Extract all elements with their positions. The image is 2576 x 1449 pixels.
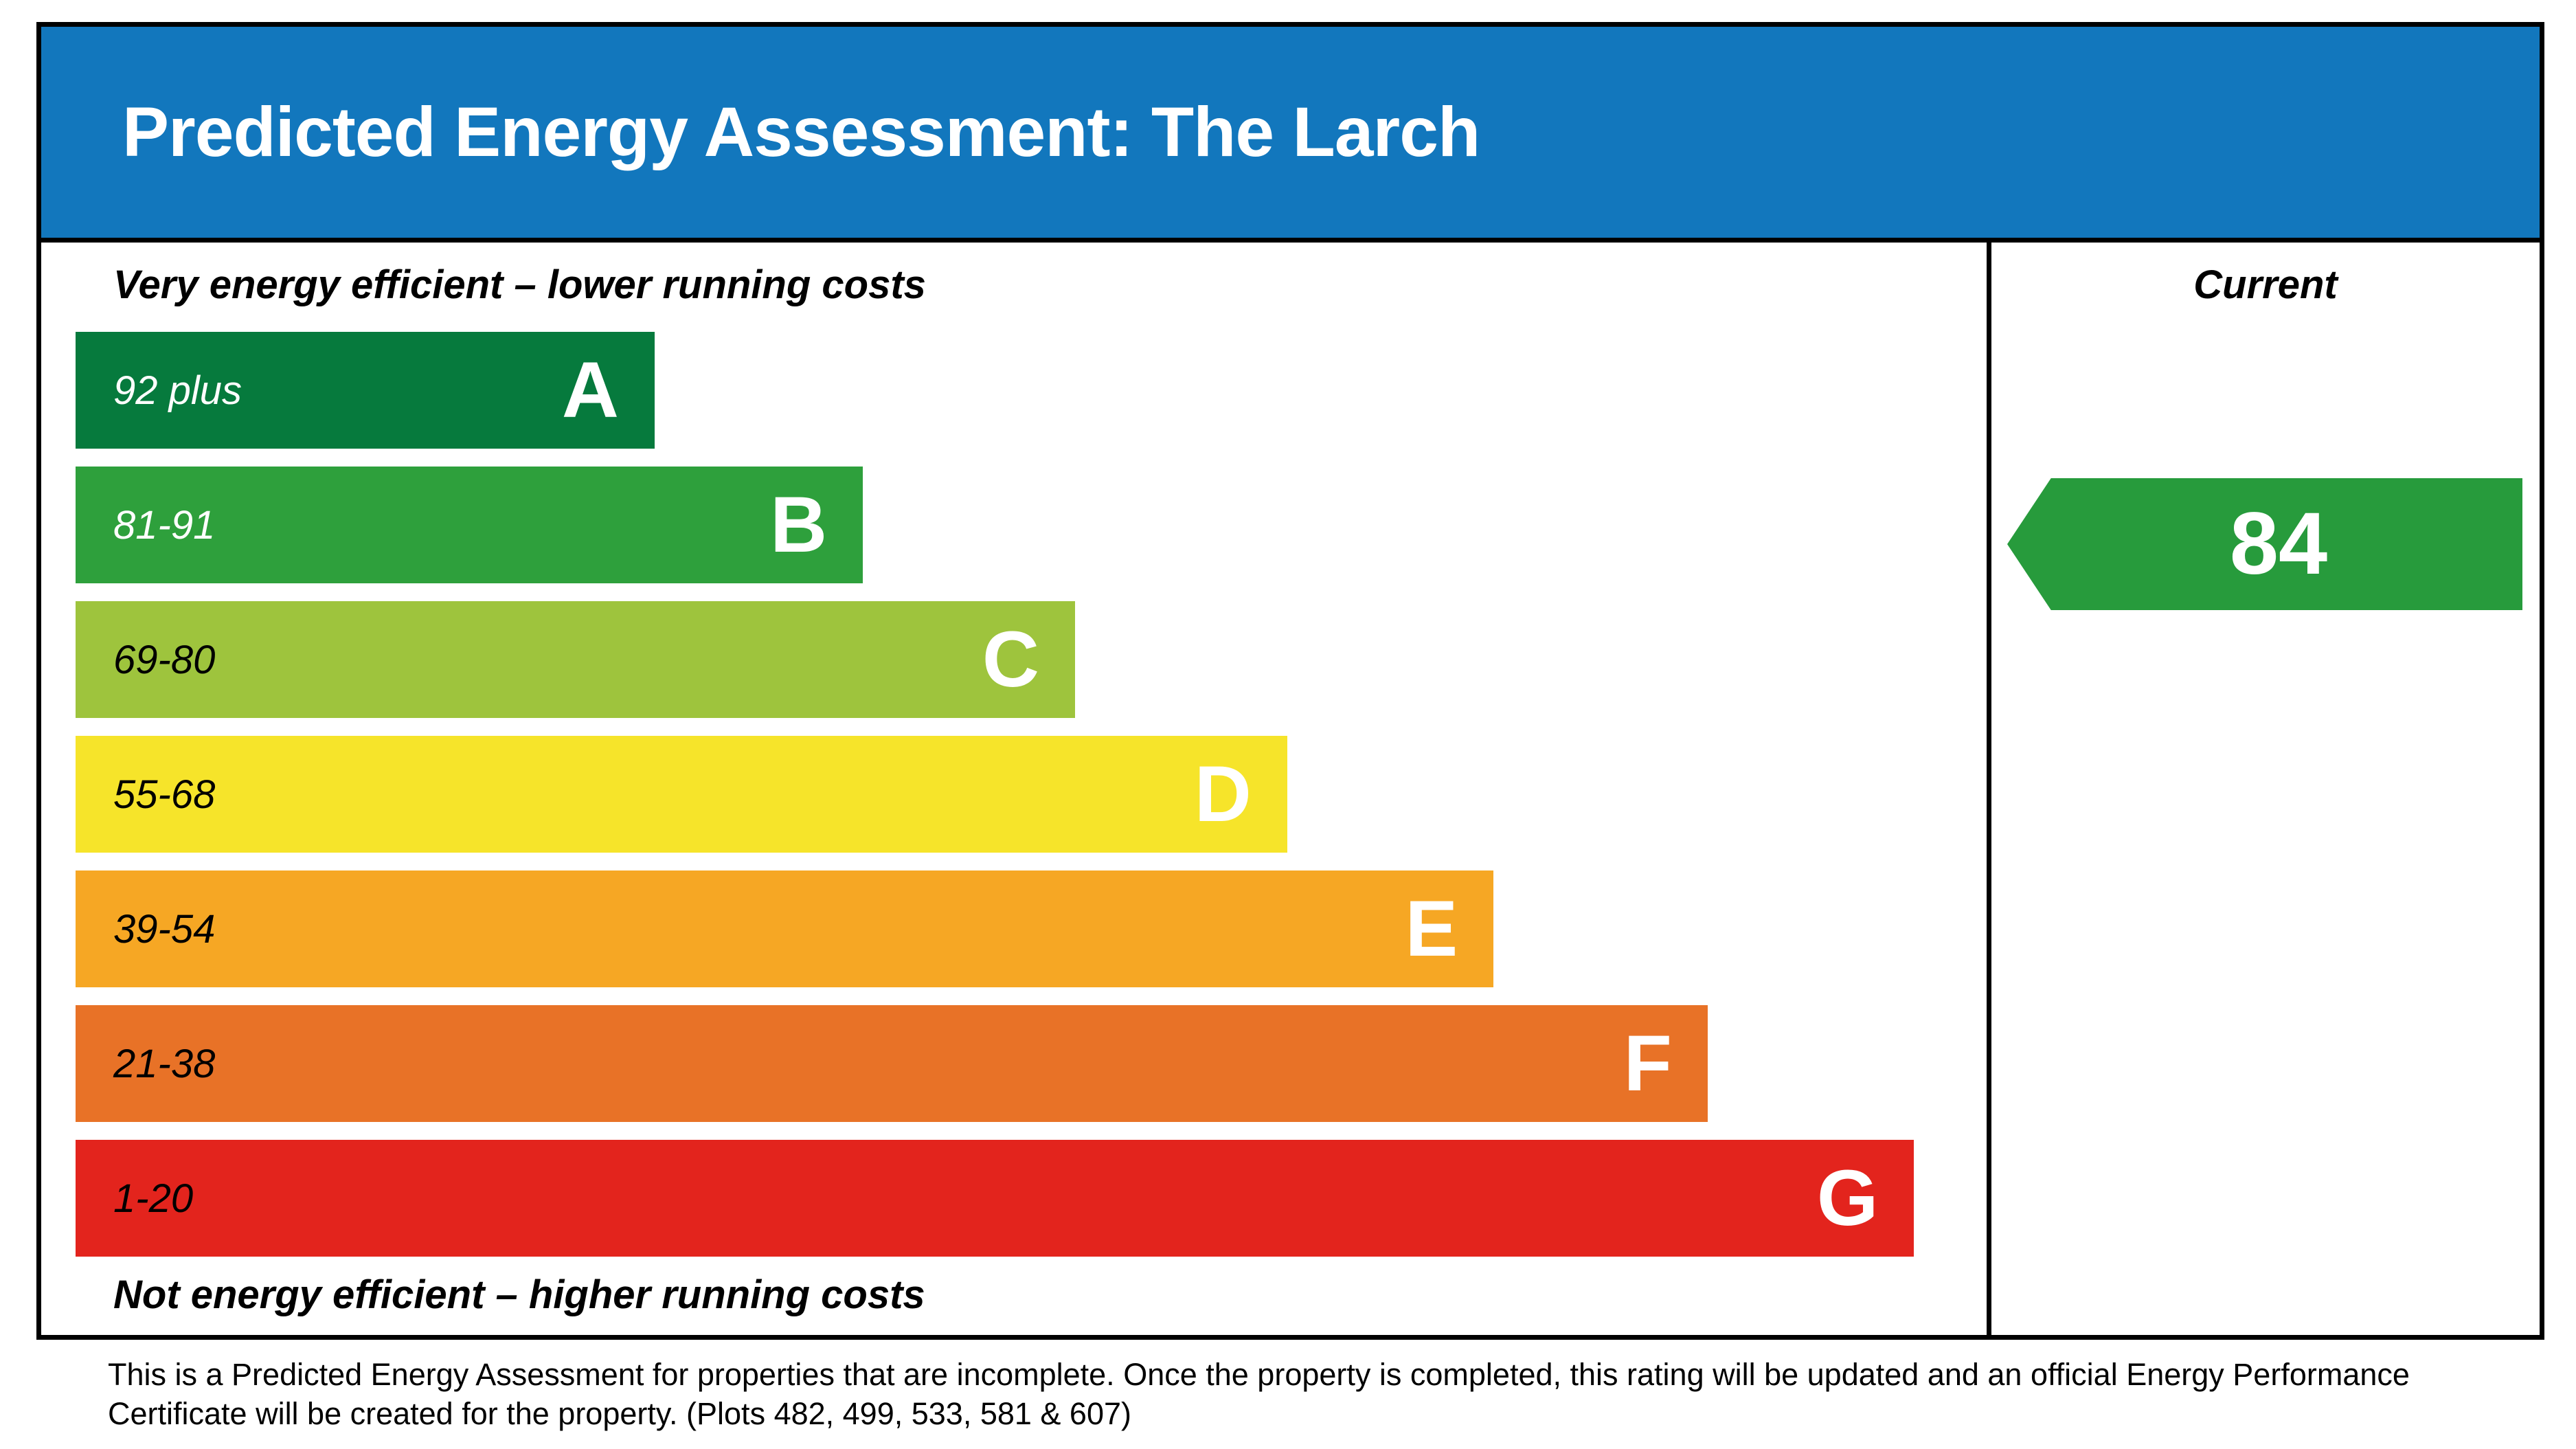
footnote-line-2: Certificate will be created for the prop… bbox=[108, 1396, 1131, 1431]
band-bar-B: 81-91 B bbox=[76, 467, 863, 583]
epc-certificate: Predicted Energy Assessment: The Larch V… bbox=[36, 22, 2544, 1340]
band-range-label-C: 69-80 bbox=[113, 637, 216, 682]
band-letter-E: E bbox=[1405, 885, 1458, 973]
current-rating-value: 84 bbox=[2229, 495, 2328, 593]
band-letter-D: D bbox=[1194, 750, 1252, 838]
band-range-label-D: 55-68 bbox=[113, 772, 216, 817]
band-range-label-A: 92 plus bbox=[113, 368, 242, 413]
band-range-label-G: 1-20 bbox=[113, 1176, 194, 1221]
page-title: Predicted Energy Assessment: The Larch bbox=[122, 93, 1480, 171]
footnote: This is a Predicted Energy Assessment fo… bbox=[108, 1355, 2498, 1433]
band-bar-G: 1-20 G bbox=[76, 1140, 1914, 1257]
band-bar-C: 69-80 C bbox=[76, 601, 1075, 718]
column-divider bbox=[1987, 243, 1991, 1335]
band-row-E: 39-54 E bbox=[76, 870, 1987, 987]
band-bar-D: 55-68 D bbox=[76, 736, 1287, 853]
band-range-label-B: 81-91 bbox=[113, 502, 216, 548]
bottom-efficiency-label: Not energy efficient – higher running co… bbox=[113, 1272, 925, 1317]
band-bar-A: 92 plus A bbox=[76, 332, 655, 449]
epc-bands: 92 plus A 81-91 B 69-80 C 55-68 D 39-54 E 21-38 F 1-… bbox=[76, 332, 1987, 1274]
band-letter-C: C bbox=[982, 616, 1039, 704]
current-rating-arrow: 84 bbox=[2007, 478, 2522, 610]
band-row-B: 81-91 B bbox=[76, 467, 1987, 583]
band-range-label-F: 21-38 bbox=[113, 1041, 216, 1086]
current-column-header: Current bbox=[2193, 262, 2338, 307]
band-row-A: 92 plus A bbox=[76, 332, 1987, 449]
epc-header-band: Predicted Energy Assessment: The Larch bbox=[41, 27, 2540, 243]
band-letter-G: G bbox=[1816, 1154, 1879, 1242]
band-letter-A: A bbox=[561, 346, 619, 434]
band-letter-F: F bbox=[1623, 1020, 1672, 1108]
top-efficiency-label: Very energy efficient – lower running co… bbox=[113, 262, 926, 307]
band-row-C: 69-80 C bbox=[76, 601, 1987, 718]
band-row-D: 55-68 D bbox=[76, 736, 1987, 853]
band-row-G: 1-20 G bbox=[76, 1140, 1987, 1257]
band-letter-B: B bbox=[770, 481, 828, 569]
band-range-label-E: 39-54 bbox=[113, 906, 216, 952]
band-row-F: 21-38 F bbox=[76, 1005, 1987, 1122]
footnote-line-1: This is a Predicted Energy Assessment fo… bbox=[108, 1357, 2410, 1392]
band-bar-E: 39-54 E bbox=[76, 870, 1494, 987]
band-bar-F: 21-38 F bbox=[76, 1005, 1708, 1122]
